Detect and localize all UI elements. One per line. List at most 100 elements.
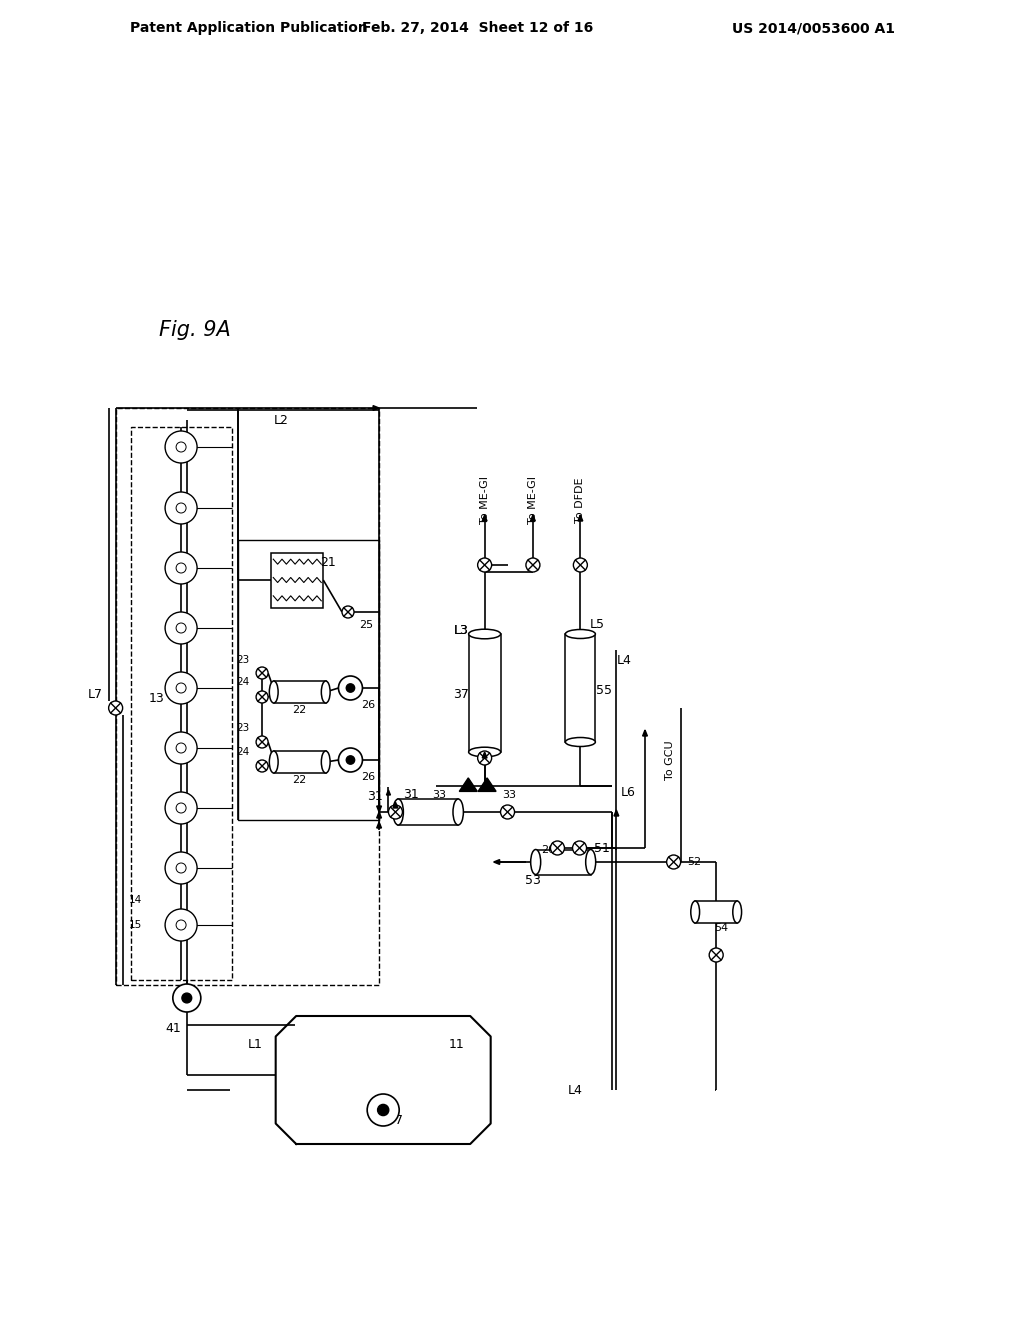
Text: 51: 51 xyxy=(594,842,610,854)
Ellipse shape xyxy=(691,902,699,923)
Circle shape xyxy=(477,558,492,572)
Bar xyxy=(116,408,379,985)
Circle shape xyxy=(176,743,186,752)
Text: 54: 54 xyxy=(714,923,728,933)
Circle shape xyxy=(256,760,268,772)
Ellipse shape xyxy=(565,738,595,747)
Polygon shape xyxy=(494,859,500,865)
Circle shape xyxy=(165,612,197,644)
Text: 23: 23 xyxy=(237,723,250,733)
Circle shape xyxy=(346,684,354,692)
Circle shape xyxy=(368,1094,399,1126)
Text: 26: 26 xyxy=(361,700,375,710)
Text: Fig. 9A: Fig. 9A xyxy=(159,319,230,341)
Text: 37: 37 xyxy=(454,689,469,701)
Text: L4: L4 xyxy=(567,1084,583,1097)
Circle shape xyxy=(256,667,268,678)
Circle shape xyxy=(173,983,201,1012)
Text: L5: L5 xyxy=(590,619,605,631)
Bar xyxy=(273,751,326,774)
Ellipse shape xyxy=(322,751,330,774)
Circle shape xyxy=(176,803,186,813)
Polygon shape xyxy=(482,515,487,521)
Ellipse shape xyxy=(586,850,596,874)
Circle shape xyxy=(501,805,514,818)
Text: 31: 31 xyxy=(402,788,419,800)
Text: 33: 33 xyxy=(432,789,446,800)
Polygon shape xyxy=(373,405,379,411)
Text: 20: 20 xyxy=(541,845,555,855)
Text: 22: 22 xyxy=(293,775,307,785)
Text: L1: L1 xyxy=(248,1039,263,1052)
Bar xyxy=(131,426,231,979)
Polygon shape xyxy=(614,810,618,816)
Text: L3: L3 xyxy=(455,623,469,636)
Circle shape xyxy=(572,841,587,855)
Bar xyxy=(398,799,458,825)
Circle shape xyxy=(165,792,197,824)
Circle shape xyxy=(710,948,723,962)
Text: 52: 52 xyxy=(687,857,700,867)
Polygon shape xyxy=(578,515,583,521)
Text: Feb. 27, 2014  Sheet 12 of 16: Feb. 27, 2014 Sheet 12 of 16 xyxy=(362,21,594,36)
Circle shape xyxy=(256,690,268,704)
Circle shape xyxy=(339,748,362,772)
Circle shape xyxy=(109,701,123,715)
Circle shape xyxy=(176,623,186,634)
Text: 23: 23 xyxy=(237,655,250,665)
Ellipse shape xyxy=(322,681,330,704)
Circle shape xyxy=(176,682,186,693)
Ellipse shape xyxy=(393,799,403,825)
Text: To ME-GI: To ME-GI xyxy=(479,477,489,524)
Circle shape xyxy=(256,737,268,748)
Text: L4: L4 xyxy=(616,653,631,667)
Text: US 2014/0053600 A1: US 2014/0053600 A1 xyxy=(732,21,895,36)
Polygon shape xyxy=(377,807,382,812)
Circle shape xyxy=(165,733,197,764)
Polygon shape xyxy=(460,777,477,792)
Bar xyxy=(536,850,591,874)
Text: 14: 14 xyxy=(129,895,142,906)
Ellipse shape xyxy=(469,747,501,756)
Text: L2: L2 xyxy=(273,413,289,426)
Circle shape xyxy=(165,672,197,704)
Circle shape xyxy=(176,920,186,931)
Text: To ME-GI: To ME-GI xyxy=(528,477,538,524)
Text: 24: 24 xyxy=(237,677,250,686)
Text: 22: 22 xyxy=(293,705,307,715)
Polygon shape xyxy=(478,777,496,792)
Circle shape xyxy=(551,841,564,855)
Text: 55: 55 xyxy=(596,684,612,697)
Circle shape xyxy=(388,805,402,818)
Text: 31: 31 xyxy=(368,791,383,804)
Text: 13: 13 xyxy=(148,692,165,705)
Text: L3: L3 xyxy=(455,623,469,636)
Bar xyxy=(469,634,501,752)
Text: 21: 21 xyxy=(321,556,336,569)
Circle shape xyxy=(165,492,197,524)
Text: 53: 53 xyxy=(525,874,541,887)
Bar xyxy=(273,681,326,704)
Ellipse shape xyxy=(453,799,464,825)
Circle shape xyxy=(176,564,186,573)
Text: L6: L6 xyxy=(621,787,635,800)
Text: 11: 11 xyxy=(449,1039,465,1052)
Bar xyxy=(239,540,379,820)
Circle shape xyxy=(165,432,197,463)
Circle shape xyxy=(378,1105,389,1115)
Ellipse shape xyxy=(269,681,279,704)
Circle shape xyxy=(667,855,681,869)
Circle shape xyxy=(176,442,186,451)
Circle shape xyxy=(176,863,186,873)
Polygon shape xyxy=(386,789,390,795)
Circle shape xyxy=(477,751,492,766)
Polygon shape xyxy=(530,515,536,521)
Circle shape xyxy=(339,676,362,700)
Bar xyxy=(565,634,595,742)
Text: To GCU: To GCU xyxy=(665,741,675,780)
Circle shape xyxy=(573,558,588,572)
Text: 25: 25 xyxy=(358,620,373,630)
Polygon shape xyxy=(482,752,487,758)
Circle shape xyxy=(342,606,354,618)
Text: Patent Application Publication: Patent Application Publication xyxy=(130,21,368,36)
